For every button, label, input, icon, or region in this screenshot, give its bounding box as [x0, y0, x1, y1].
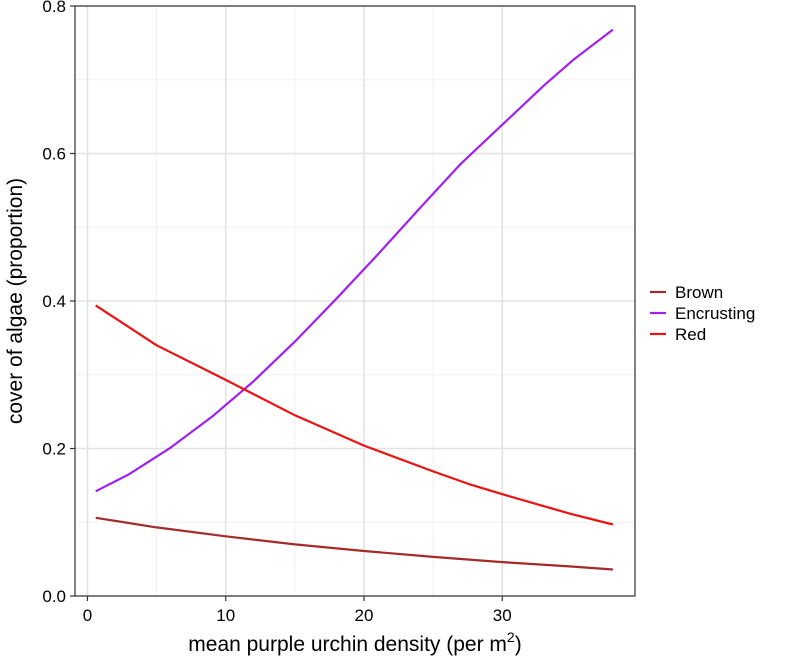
x-tick-label: 10	[216, 606, 235, 625]
series-line-brown	[95, 516, 613, 571]
x-axis-title-suffix: )	[515, 633, 522, 656]
y-tick-label: 0.0	[42, 587, 66, 606]
x-axis-ticks: 0 10 20 30	[83, 596, 512, 625]
x-tick-label: 0	[83, 606, 92, 625]
series-line-encrusting	[95, 28, 614, 493]
series-line-red	[95, 304, 614, 526]
grid-lines	[75, 5, 635, 597]
legend-label-red: Red	[675, 325, 706, 344]
legend-label-encrusting: Encrusting	[675, 304, 755, 323]
x-axis-title: mean purple urchin density (per m2)	[188, 629, 521, 656]
x-axis-title-main: mean purple urchin density (per m	[188, 633, 507, 656]
x-axis-title-superscript: 2	[507, 629, 515, 645]
y-tick-label: 0.6	[42, 145, 66, 164]
x-tick-label: 30	[493, 606, 512, 625]
y-axis-title: cover of algae (proportion)	[4, 178, 27, 424]
y-axis-ticks: 0.0 0.2 0.4 0.6 0.8	[42, 0, 75, 606]
y-tick-label: 0.4	[42, 292, 66, 311]
y-tick-label: 0.8	[42, 0, 66, 16]
x-tick-label: 20	[355, 606, 374, 625]
series-lines	[95, 28, 614, 571]
y-tick-label: 0.2	[42, 440, 66, 459]
legend-label-brown: Brown	[675, 283, 723, 302]
legend: Brown Encrusting Red	[650, 283, 755, 344]
